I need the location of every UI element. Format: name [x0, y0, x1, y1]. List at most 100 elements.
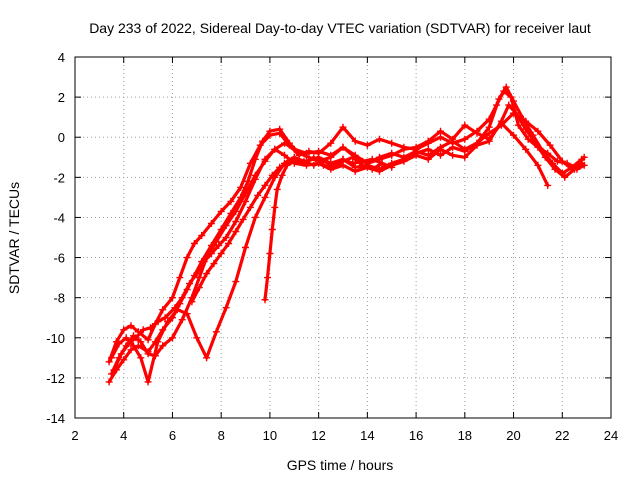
data-point [251, 213, 259, 221]
data-point [227, 197, 235, 205]
data-point [108, 370, 115, 378]
y-tick-label: -4 [53, 210, 65, 225]
y-tick-label: 0 [58, 130, 65, 145]
data-point [242, 197, 249, 205]
data-point [273, 185, 281, 193]
data-point [268, 171, 276, 179]
x-tick-label: 8 [218, 428, 225, 443]
data-point [461, 135, 469, 143]
data-point [198, 232, 206, 239]
x-tick-label: 24 [604, 428, 618, 443]
data-point [264, 274, 271, 282]
x-tick-label: 14 [360, 428, 374, 443]
data-point [510, 97, 517, 105]
data-point [449, 143, 457, 151]
data-point [195, 274, 203, 282]
data-point [315, 147, 323, 155]
y-tick-label: -2 [53, 170, 65, 185]
data-point [568, 165, 576, 173]
data-point [222, 222, 230, 229]
data-point [580, 153, 588, 161]
data-point [339, 143, 347, 151]
data-point [449, 135, 457, 143]
data-point [137, 354, 145, 362]
data-point [225, 240, 232, 247]
data-point [144, 378, 152, 386]
data-point [183, 254, 191, 262]
data-point [412, 143, 420, 151]
data-point [283, 161, 291, 169]
y-tick-label: 2 [58, 90, 65, 105]
data-point [203, 354, 211, 362]
data-point [232, 278, 240, 286]
y-tick-label: -6 [53, 251, 65, 266]
data-point [215, 242, 223, 249]
data-point [368, 165, 376, 173]
series-day-6 [188, 109, 586, 306]
data-point [159, 306, 167, 314]
grid [75, 57, 611, 418]
data-point [207, 220, 215, 227]
data-point [449, 151, 457, 159]
x-tick-label: 6 [169, 428, 176, 443]
data-point [246, 203, 254, 211]
data-point [424, 137, 432, 145]
data-point [310, 161, 318, 169]
data-point [524, 135, 532, 143]
series-line [109, 155, 384, 384]
x-tick-labels: 2 4 6 8 10 12 14 16 18 20 22 24 [71, 428, 618, 443]
data-point [266, 250, 274, 257]
data-point [534, 127, 542, 135]
data-point [485, 129, 493, 137]
data-point [207, 250, 215, 257]
data-point [193, 334, 201, 342]
data-point [200, 258, 208, 266]
data-point [578, 159, 586, 167]
data-point [188, 298, 196, 306]
data-point [147, 324, 154, 332]
data-point [154, 318, 162, 326]
data-point [127, 346, 135, 354]
data-point [242, 244, 249, 251]
data-point [203, 270, 211, 278]
data-point [437, 145, 444, 153]
data-point [502, 83, 510, 91]
series-day-1 [105, 87, 588, 366]
data-point [190, 240, 198, 247]
data-point [117, 350, 125, 358]
data-point [388, 163, 396, 171]
data-point [376, 135, 383, 143]
data-point [254, 191, 262, 199]
data-point [376, 165, 383, 173]
data-point [485, 123, 493, 131]
series-line [112, 121, 550, 372]
data-point [388, 151, 396, 159]
data-point [546, 141, 554, 149]
data-point [339, 123, 347, 131]
data-point [239, 215, 247, 223]
data-point [178, 294, 186, 302]
ticks [74, 56, 612, 419]
data-point [105, 378, 113, 386]
data-point [412, 149, 420, 157]
data-point [473, 139, 481, 147]
data-point [271, 203, 279, 211]
data-point [261, 193, 269, 201]
data-point [212, 238, 220, 245]
data-point [127, 322, 135, 330]
data-point [349, 153, 357, 161]
data-point [485, 135, 493, 143]
data-point [217, 207, 225, 215]
data-point [281, 139, 288, 147]
y-tick-label: 4 [58, 50, 65, 65]
data-point [183, 310, 191, 318]
y-tick-label: -10 [46, 331, 65, 346]
series-line [263, 155, 394, 302]
chart-title: Day 233 of 2022, Sidereal Day-to-day VTE… [89, 20, 591, 36]
data-point [424, 145, 432, 153]
data-point [320, 161, 327, 169]
data-point [551, 165, 559, 173]
data-point [232, 228, 240, 235]
data-point [222, 304, 230, 312]
data-point [276, 163, 284, 171]
